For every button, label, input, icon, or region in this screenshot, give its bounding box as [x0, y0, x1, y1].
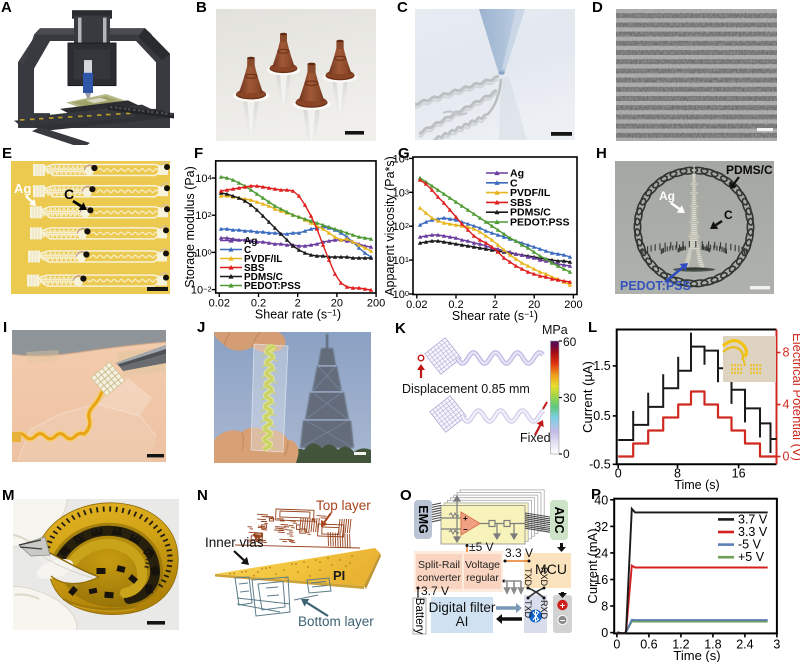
svg-text:SBS: SBS: [244, 263, 265, 274]
svg-text:SBS: SBS: [510, 197, 532, 209]
svg-text:C: C: [244, 245, 251, 256]
svg-text:20: 20: [528, 299, 540, 311]
svg-text:Shear rate (s−1): Shear rate (s−1): [452, 309, 538, 323]
svg-text:1.8: 1.8: [704, 637, 721, 651]
svg-text:0.5: 0.5: [593, 409, 610, 423]
svg-text:Time (s): Time (s): [673, 648, 720, 662]
svg-text:0.2: 0.2: [251, 298, 266, 310]
svg-text:Apparent viscosity (Pa*s): Apparent viscosity (Pa*s): [383, 156, 397, 296]
svg-text:+: +: [463, 514, 468, 523]
svg-text:3: 3: [773, 637, 780, 651]
svg-text:Ag: Ag: [244, 236, 257, 247]
svg-text:2: 2: [492, 299, 498, 311]
svg-text:PEDOT:PSS: PEDOT:PSS: [510, 217, 570, 229]
svg-text:Bottom layer: Bottom layer: [298, 614, 374, 629]
svg-text:4: 4: [783, 398, 790, 412]
svg-text:converter: converter: [417, 572, 461, 584]
svg-text:AI: AI: [456, 614, 469, 629]
svg-text:32: 32: [594, 520, 608, 534]
svg-text:PDMS/C: PDMS/C: [510, 207, 551, 219]
svg-text:20: 20: [331, 298, 343, 310]
svg-text:0.6: 0.6: [640, 637, 657, 651]
svg-text:Voltage: Voltage: [465, 559, 500, 571]
svg-text:0.02: 0.02: [406, 299, 427, 311]
svg-text:0: 0: [601, 626, 608, 640]
svg-text:16: 16: [594, 573, 608, 587]
svg-text:Electrical Potential (V): Electrical Potential (V): [790, 333, 800, 461]
svg-text:PEDOT:PSS: PEDOT:PSS: [620, 279, 691, 293]
svg-text:2: 2: [295, 298, 301, 310]
svg-text:PVDF/IL: PVDF/IL: [510, 187, 551, 199]
svg-text:MCU: MCU: [535, 561, 567, 577]
svg-text:+5 V: +5 V: [738, 550, 765, 564]
svg-text:0: 0: [563, 447, 570, 461]
svg-text:−: −: [463, 525, 468, 534]
svg-text:EMG: EMG: [416, 505, 430, 533]
svg-text:Storage modulus (Pa): Storage modulus (Pa): [183, 166, 197, 288]
svg-text:TXD: TXD: [523, 568, 533, 587]
svg-text:2.4: 2.4: [736, 637, 753, 651]
svg-text:1.5: 1.5: [593, 359, 610, 373]
svg-text:Ag: Ag: [659, 189, 675, 203]
svg-text:RXD: RXD: [539, 600, 549, 620]
svg-text:PI: PI: [333, 568, 345, 583]
svg-text:Battery: Battery: [413, 598, 425, 635]
svg-text:PVDF/IL: PVDF/IL: [244, 254, 282, 265]
svg-text:Ag: Ag: [14, 181, 31, 196]
svg-text:8: 8: [783, 346, 790, 360]
svg-text:200: 200: [367, 298, 385, 310]
svg-text:60: 60: [563, 335, 577, 349]
svg-text:+: +: [560, 601, 565, 611]
svg-text:102: 102: [195, 210, 211, 222]
svg-text:-0.5: -0.5: [589, 457, 611, 471]
svg-text:8: 8: [601, 600, 608, 614]
svg-text:Displacement 0.85 mm: Displacement 0.85 mm: [402, 382, 530, 396]
svg-text:±5 V: ±5 V: [469, 540, 494, 554]
svg-text:Time (s): Time (s): [674, 478, 719, 492]
svg-text:-5 V: -5 V: [738, 538, 762, 552]
svg-text:0.02: 0.02: [209, 298, 230, 310]
svg-text:PDMS/C: PDMS/C: [726, 163, 773, 177]
svg-text:TXD: TXD: [523, 600, 533, 619]
svg-text:24: 24: [594, 546, 608, 560]
svg-text:MPa: MPa: [542, 323, 568, 337]
svg-text:3.3 V: 3.3 V: [505, 546, 533, 560]
svg-text:C: C: [64, 186, 74, 202]
svg-text:0.2: 0.2: [448, 299, 463, 311]
svg-text:Split-Rail: Split-Rail: [418, 559, 460, 571]
svg-text:Top layer: Top layer: [316, 498, 371, 513]
svg-text:Ag: Ag: [510, 168, 524, 180]
svg-text:16: 16: [732, 466, 746, 480]
svg-text:Fixed: Fixed: [520, 431, 551, 445]
svg-text:3.7 V: 3.7 V: [738, 512, 768, 526]
svg-text:Current (µA): Current (µA): [580, 361, 595, 433]
svg-text:100: 100: [195, 247, 211, 259]
svg-text:regular: regular: [466, 572, 499, 584]
svg-text:Inner vias: Inner vias: [205, 535, 264, 550]
svg-text:3.3 V: 3.3 V: [738, 525, 768, 539]
svg-text:0: 0: [615, 466, 622, 480]
svg-text:Shear rate (s−1): Shear rate (s−1): [255, 308, 341, 322]
svg-text:ADC: ADC: [552, 506, 566, 533]
svg-text:40: 40: [594, 493, 608, 507]
svg-text:1.2: 1.2: [672, 637, 689, 651]
svg-text:0: 0: [783, 450, 790, 464]
svg-text:200: 200: [564, 299, 582, 311]
svg-text:8: 8: [674, 466, 681, 480]
svg-text:30: 30: [563, 391, 577, 405]
svg-text:3.7 V: 3.7 V: [421, 584, 449, 598]
svg-text:PDMS/C: PDMS/C: [244, 272, 283, 283]
svg-text:C: C: [724, 208, 733, 222]
svg-text:RXD: RXD: [539, 567, 549, 587]
svg-text:Current (mA): Current (mA): [585, 528, 600, 603]
svg-text:C: C: [510, 177, 518, 189]
svg-text:PEDOT:PSS: PEDOT:PSS: [244, 281, 301, 292]
svg-text:0: 0: [613, 637, 620, 651]
svg-text:Digital filter: Digital filter: [429, 600, 496, 615]
svg-text:−: −: [560, 616, 565, 626]
svg-text:104: 104: [195, 173, 211, 185]
